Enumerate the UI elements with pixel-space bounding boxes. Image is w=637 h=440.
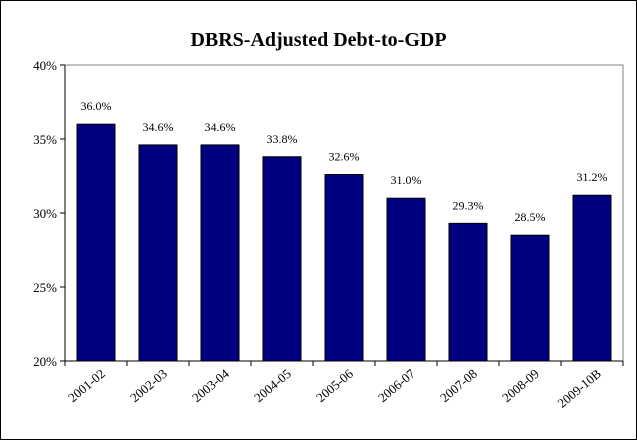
data-label: 33.8% — [267, 132, 298, 146]
bar — [510, 234, 550, 362]
category-label: 2009-10B — [554, 366, 604, 411]
y-tick-label: 40% — [33, 58, 57, 73]
data-label: 31.0% — [391, 173, 422, 187]
y-tick-label: 20% — [33, 354, 57, 369]
category-label: 2004-05 — [251, 366, 294, 405]
bar — [572, 194, 612, 362]
bar — [76, 123, 116, 362]
category-label: 2007-08 — [437, 366, 480, 405]
category-label: 2008-09 — [499, 366, 542, 405]
bar — [324, 174, 364, 362]
data-label: 28.5% — [515, 210, 546, 224]
category-label: 2001-02 — [65, 366, 108, 405]
category-label: 2002-03 — [127, 366, 170, 405]
y-tick-label: 35% — [33, 132, 57, 147]
bar — [138, 144, 178, 362]
bar — [200, 144, 240, 362]
bar — [386, 197, 426, 362]
category-label: 2005-06 — [313, 365, 356, 405]
bar — [448, 222, 488, 362]
data-label: 34.6% — [205, 120, 236, 134]
data-label: 36.0% — [81, 99, 112, 113]
category-label: 2003-04 — [189, 365, 232, 405]
chart-title: DBRS-Adjusted Debt-to-GDP — [190, 29, 447, 51]
data-label: 32.6% — [329, 150, 360, 164]
y-tick-label: 30% — [33, 206, 57, 221]
data-label: 31.2% — [577, 170, 608, 184]
data-label: 34.6% — [143, 120, 174, 134]
bar — [262, 156, 302, 362]
category-label: 2006-07 — [375, 365, 418, 405]
y-tick-label: 25% — [33, 280, 57, 295]
data-label: 29.3% — [453, 198, 484, 212]
